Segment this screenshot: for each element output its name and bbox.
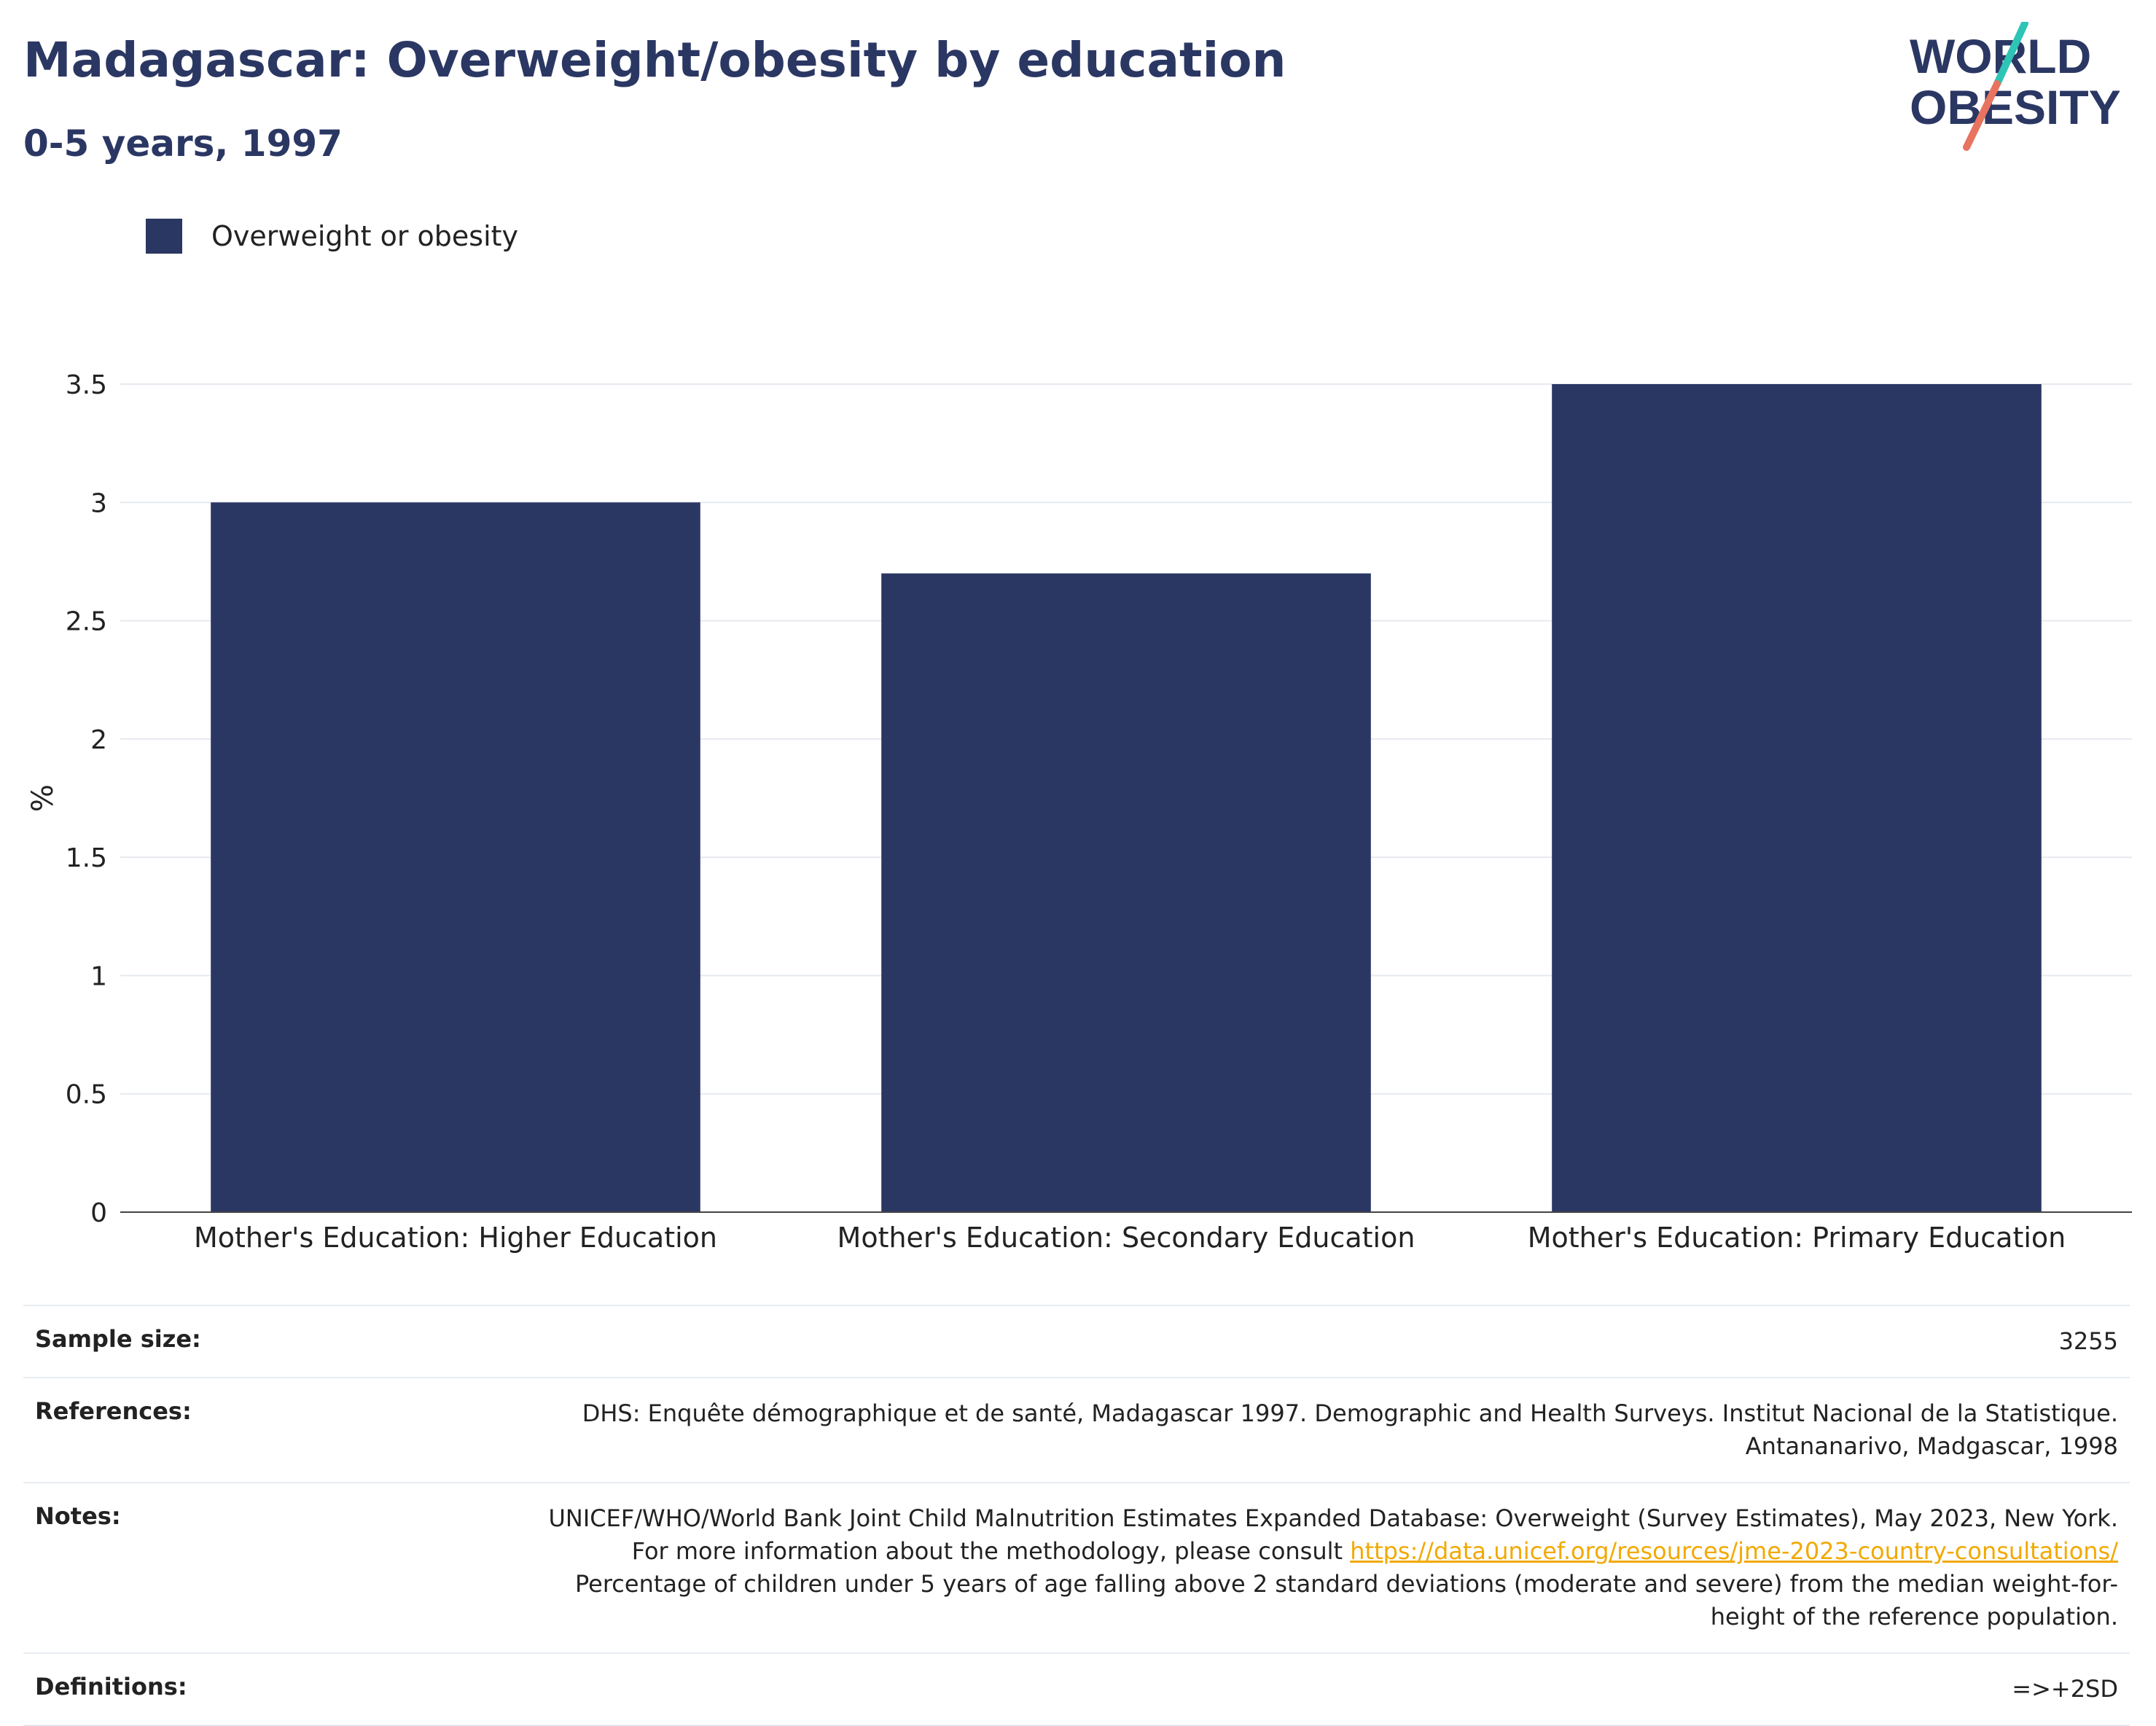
notes-text-before: UNICEF/WHO/World Bank Joint Child Malnut… xyxy=(548,1504,2119,1565)
meta-row-notes: Notes: UNICEF/WHO/World Bank Joint Child… xyxy=(23,1483,2130,1654)
y-tick-label: 3 xyxy=(90,488,107,518)
x-tick-label: Mother's Education: Higher Education xyxy=(194,1222,717,1254)
world-obesity-logo: WORLD OBESITY xyxy=(1910,22,2121,151)
bar xyxy=(211,502,700,1212)
notes-text-after: Percentage of children under 5 years of … xyxy=(575,1570,2118,1631)
notes-link[interactable]: https://data.unicef.org/resources/jme-20… xyxy=(1350,1537,2118,1565)
notes-label: Notes: xyxy=(35,1502,121,1530)
legend-swatch xyxy=(146,219,182,254)
logo-teal-slash xyxy=(1993,22,2028,87)
x-tick-label: Mother's Education: Secondary Education xyxy=(837,1222,1415,1254)
meta-row-sample-size: Sample size: 3255 xyxy=(23,1306,2130,1378)
chart-subtitle: 0-5 years, 1997 xyxy=(23,122,343,165)
bar xyxy=(1552,384,2042,1212)
y-tick-label: 2.5 xyxy=(66,607,107,637)
y-tick-label: 2 xyxy=(90,725,107,755)
references-label: References: xyxy=(35,1397,192,1425)
y-tick-label: 0.5 xyxy=(66,1080,107,1110)
definitions-value: =>+2SD xyxy=(2012,1675,2118,1703)
legend-label: Overweight or obesity xyxy=(211,220,519,252)
y-tick-label: 1 xyxy=(90,961,107,991)
y-tick-label: 0 xyxy=(90,1198,107,1228)
chart-title: Madagascar: Overweight/obesity by educat… xyxy=(23,32,1286,88)
notes-value: UNICEF/WHO/World Bank Joint Child Malnut… xyxy=(545,1502,2119,1633)
x-tick-label: Mother's Education: Primary Education xyxy=(1528,1222,2066,1254)
logo-word-obesity: OBESITY xyxy=(1910,80,2121,134)
bar xyxy=(881,573,1371,1212)
sample-size-value: 3255 xyxy=(2058,1327,2118,1355)
references-value: DHS: Enquête démographique et de santé, … xyxy=(582,1399,2118,1460)
bar-chart: 0 0.5 1 1.5 2 2.5 3 3.5 Mother's Education: High… xyxy=(26,370,2132,1254)
metadata-table: Sample size: 3255 References: DHS: Enquê… xyxy=(23,1305,2130,1726)
y-tick-label: 1.5 xyxy=(66,843,107,873)
definitions-label: Definitions: xyxy=(35,1673,187,1700)
y-tick-label: 3.5 xyxy=(66,370,107,400)
sample-size-label: Sample size: xyxy=(35,1325,201,1353)
y-axis-title: % xyxy=(26,784,60,812)
meta-row-definitions: Definitions: =>+2SD xyxy=(23,1654,2130,1726)
logo-coral-slash xyxy=(1963,80,2001,151)
meta-row-references: References: DHS: Enquête démographique e… xyxy=(23,1378,2130,1483)
